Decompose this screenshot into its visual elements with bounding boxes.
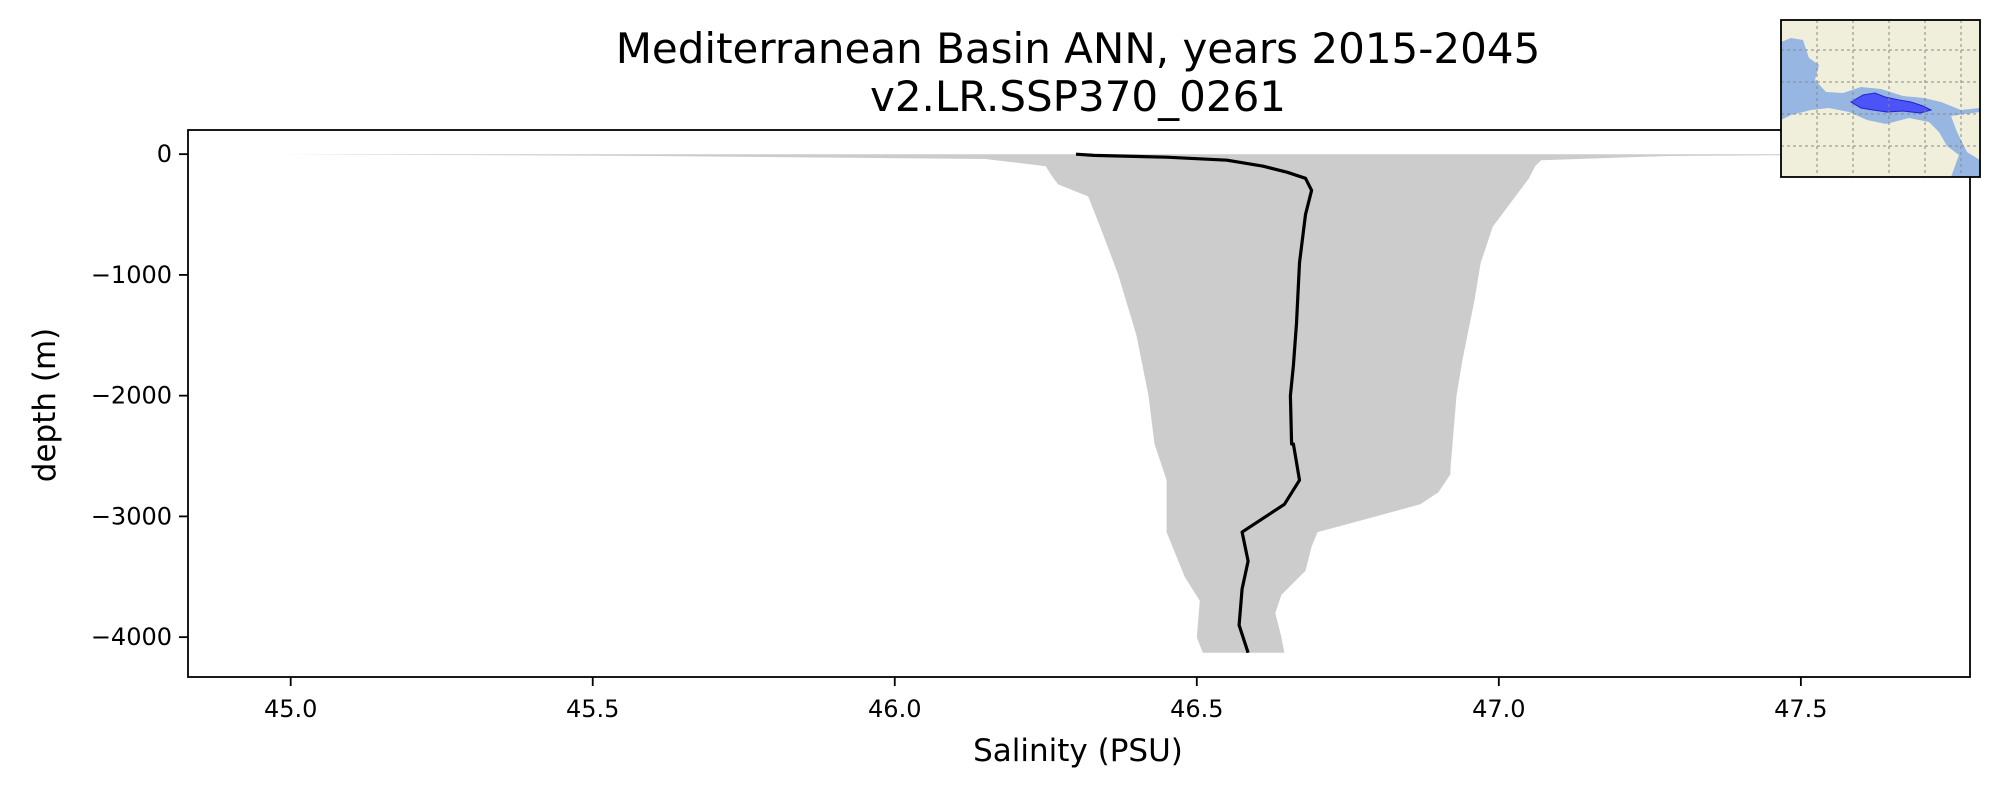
x-tick-label: 46.5: [1170, 695, 1223, 723]
axes-frame: [187, 129, 1971, 678]
x-tick-label: 45.5: [566, 695, 619, 723]
y-tick-label: −2000: [91, 382, 172, 410]
map-gridlines: [1781, 20, 1980, 177]
range-envelope: [278, 154, 1934, 653]
y-tick-label: −3000: [91, 502, 172, 530]
x-axis: 45.0 45.5 46.0 46.5 47.0 47.5: [264, 677, 1828, 723]
x-tick-label: 45.0: [264, 695, 317, 723]
x-tick-label: 47.0: [1472, 695, 1525, 723]
x-tick-label: 46.0: [868, 695, 921, 723]
mean-profile-line: [1075, 152, 1314, 654]
y-axis-label: depth (m): [27, 328, 63, 482]
plot-area: [187, 129, 1971, 678]
y-tick-label: −1000: [91, 261, 172, 289]
y-axis: 0 −1000 −2000 −3000 −4000: [91, 140, 188, 651]
map-land-africa: [1781, 108, 1959, 177]
chart-subtitle: v2.LR.SSP370_0261: [870, 72, 1286, 121]
chart-title: Mediterranean Basin ANN, years 2015-2045: [616, 24, 1541, 73]
map-land-europe: [1781, 20, 1980, 110]
x-tick-label: 47.5: [1774, 695, 1827, 723]
y-tick-label: −4000: [91, 623, 172, 651]
inset-map: [1780, 19, 1981, 178]
x-axis-label: Salinity (PSU): [973, 733, 1183, 769]
y-tick-label: 0: [157, 140, 172, 168]
mediterranean-region-highlight: [1850, 92, 1933, 114]
map-land-arabia: [1951, 112, 1980, 160]
inset-map-frame: [1780, 19, 1981, 178]
